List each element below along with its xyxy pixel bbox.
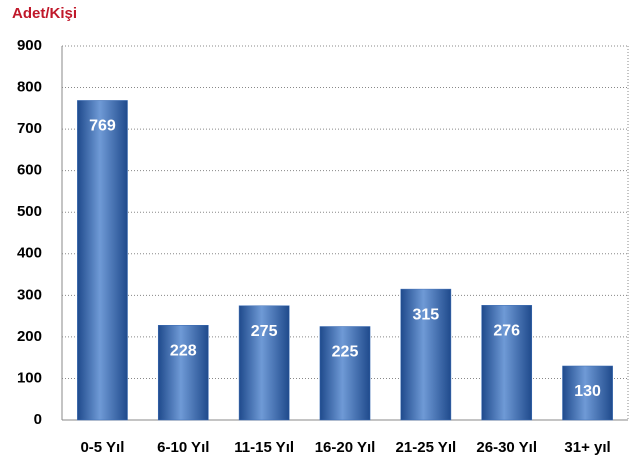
data-label: 275	[251, 323, 278, 340]
bar	[319, 326, 371, 421]
bar	[157, 325, 209, 421]
y-tick-label: 800	[17, 79, 42, 96]
x-tick-label: 0-5 Yıl	[80, 439, 124, 456]
x-tick-label: 16-20 Yıl	[315, 439, 376, 456]
bar	[562, 365, 613, 421]
y-tick-label: 900	[17, 37, 42, 54]
data-label: 130	[574, 383, 601, 400]
bar	[400, 288, 452, 421]
x-tick-label: 6-10 Yıl	[157, 439, 209, 456]
chart-title: Adet/Kişi	[12, 5, 77, 22]
y-tick-label: 0	[34, 411, 42, 428]
data-label: 769	[89, 118, 116, 135]
y-tick-label: 200	[17, 328, 42, 345]
bar	[77, 100, 128, 421]
y-tick-label: 600	[17, 162, 42, 179]
y-tick-label: 100	[17, 369, 42, 386]
y-tick-label: 300	[17, 286, 42, 303]
bar	[238, 305, 290, 421]
x-tick-label: 31+ yıl	[564, 439, 610, 456]
x-tick-label: 26-30 Yıl	[476, 439, 537, 456]
y-tick-label: 400	[17, 245, 42, 262]
y-tick-label: 500	[17, 203, 42, 220]
data-label: 315	[413, 306, 440, 323]
data-label: 225	[332, 344, 359, 361]
data-label: 228	[170, 342, 197, 359]
data-label: 276	[493, 323, 520, 340]
y-tick-label: 700	[17, 120, 42, 137]
bar	[481, 305, 533, 421]
x-tick-label: 11-15 Yıl	[234, 439, 294, 456]
x-tick-label: 21-25 Yıl	[396, 439, 457, 456]
